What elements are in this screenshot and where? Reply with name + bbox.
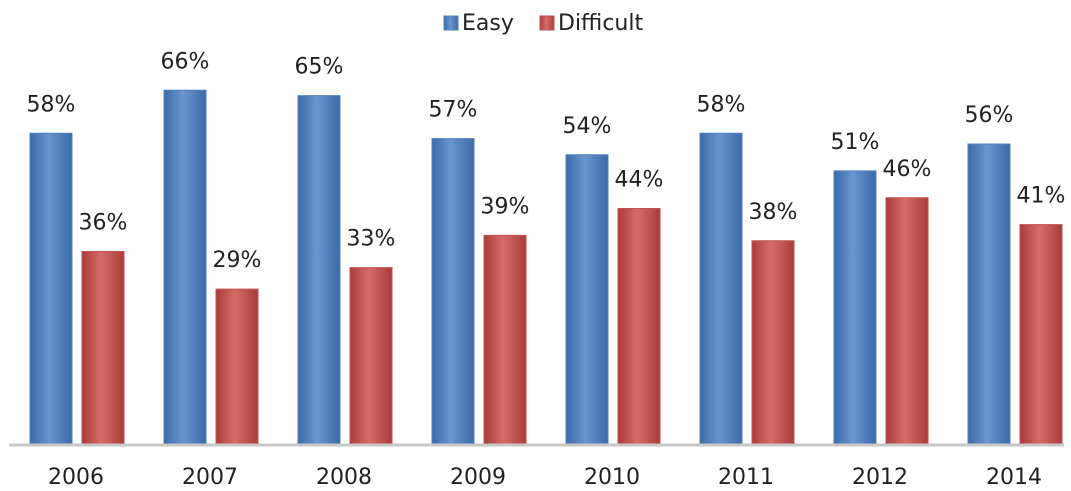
data-label: 44% bbox=[615, 168, 664, 193]
data-label: 33% bbox=[347, 227, 396, 252]
bar bbox=[967, 143, 1011, 446]
data-label: 29% bbox=[213, 248, 262, 273]
x-tick-label: 2011 bbox=[718, 465, 774, 490]
data-label: 54% bbox=[563, 114, 612, 139]
data-label: 39% bbox=[481, 194, 530, 219]
x-tick-label: 2012 bbox=[852, 465, 908, 490]
x-tick-label: 2007 bbox=[182, 465, 238, 490]
legend-swatch bbox=[539, 15, 555, 31]
x-tick-label: 2009 bbox=[450, 465, 506, 490]
bar bbox=[81, 251, 125, 446]
x-tick-label: 2014 bbox=[986, 465, 1042, 490]
data-label: 41% bbox=[1017, 184, 1066, 209]
bar bbox=[483, 234, 527, 446]
data-label: 66% bbox=[161, 49, 210, 74]
data-label: 56% bbox=[965, 103, 1014, 128]
data-label: 51% bbox=[831, 130, 880, 155]
bar bbox=[215, 288, 259, 446]
x-tick-label: 2008 bbox=[316, 465, 372, 490]
data-label: 58% bbox=[697, 92, 746, 117]
bar bbox=[699, 132, 743, 446]
bar bbox=[565, 154, 609, 446]
legend-label: Difficult bbox=[558, 11, 643, 36]
legend-swatch bbox=[443, 15, 459, 31]
legend-label: Easy bbox=[462, 11, 514, 36]
x-tick-label: 2010 bbox=[584, 465, 640, 490]
bar bbox=[29, 132, 73, 446]
bar bbox=[297, 95, 341, 446]
data-label: 57% bbox=[429, 98, 478, 123]
data-label: 46% bbox=[883, 157, 932, 182]
data-label: 36% bbox=[79, 211, 128, 236]
bar bbox=[431, 138, 475, 446]
bar bbox=[1019, 224, 1063, 446]
bar bbox=[617, 208, 661, 446]
bar bbox=[163, 89, 207, 446]
data-label: 65% bbox=[295, 55, 344, 80]
bar bbox=[885, 197, 929, 446]
bar bbox=[751, 240, 795, 446]
x-tick-label: 2006 bbox=[48, 465, 104, 490]
bar bbox=[833, 170, 877, 446]
data-label: 38% bbox=[749, 200, 798, 225]
bar bbox=[349, 267, 393, 446]
data-label: 58% bbox=[27, 92, 76, 117]
